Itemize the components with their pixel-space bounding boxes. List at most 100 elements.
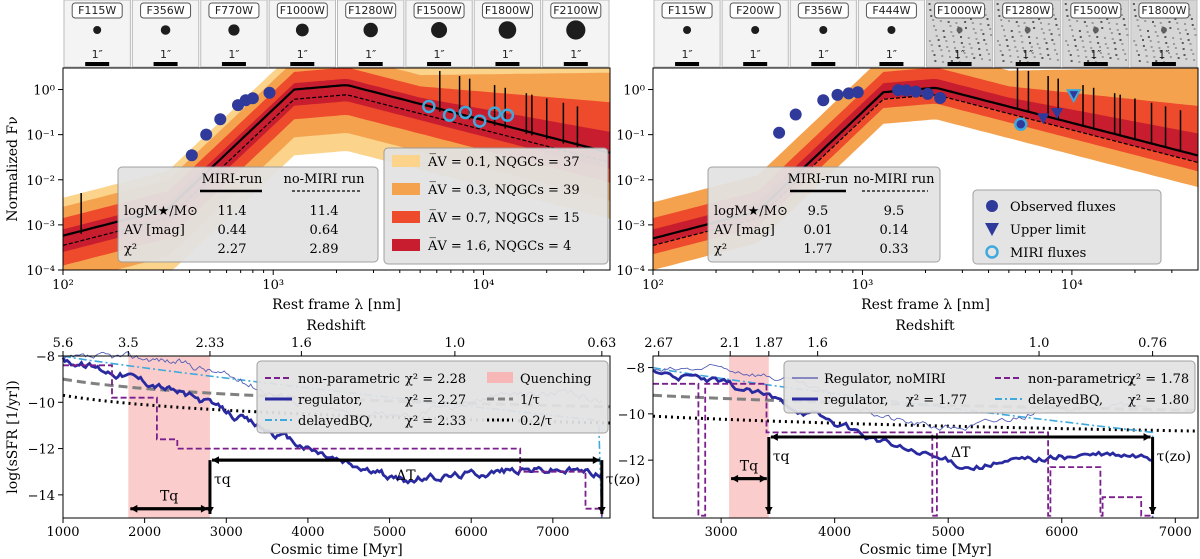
noise-pixel: [1161, 57, 1164, 59]
y-tick-label: 10⁻²: [616, 174, 645, 189]
redshift-tick-label: 0.76: [1138, 336, 1167, 351]
noise-pixel: [1028, 36, 1031, 38]
filter-label: F1500W: [1073, 4, 1118, 17]
noise-pixel: [972, 28, 975, 30]
legend-nonparam-label: non-parametric,: [1028, 372, 1134, 387]
tq-arrow-head: [759, 474, 767, 483]
noise-pixel: [1183, 54, 1186, 56]
x-tick-label: 3000: [210, 525, 243, 540]
legend-regulator-label: regulator,: [824, 393, 888, 408]
tau-q-label: τq: [773, 449, 790, 465]
noise-pixel: [974, 32, 977, 34]
tau-zo-arrow-head: [598, 506, 606, 514]
noise-pixel: [1091, 22, 1094, 24]
source-blob: [1092, 27, 1099, 33]
noise-pixel: [1000, 19, 1003, 21]
noise-pixel: [938, 45, 941, 47]
redshift-tick-label: 2.1: [720, 336, 741, 351]
noise-pixel: [1032, 21, 1035, 23]
filter-label: F115W: [668, 4, 706, 17]
noise-pixel: [930, 15, 933, 17]
noise-pixel: [1184, 29, 1187, 31]
table-col1-header: MIRI-run: [788, 172, 849, 187]
x-axis-label: Rest frame λ [nm]: [272, 297, 401, 313]
noise-pixel: [1115, 54, 1118, 56]
filter-tag: [934, 2, 986, 19]
noise-pixel: [990, 34, 993, 36]
noise-pixel: [934, 29, 937, 31]
noise-pixel: [950, 31, 953, 33]
source-blob: [1160, 27, 1167, 33]
redshift-tick-label: 2.33: [195, 336, 224, 351]
noise-pixel: [1067, 44, 1069, 46]
noise-pixel: [1053, 43, 1056, 45]
noise-pixel: [1055, 24, 1058, 26]
filter-tag: [208, 2, 260, 19]
sed-panel-right: F115W 1″ F200W 1″ F356W 1″ F444W 1″ F1000W 1″ F128…: [616, 0, 1199, 313]
legend-label: A̅V = 0.1, NQGCs = 37: [427, 154, 580, 170]
noise-pixel: [986, 49, 988, 51]
noise-pixel: [1104, 37, 1106, 39]
axes: 3000 4000 5000 6000 7000 Cosmic time [Myr] −12…: [618, 336, 1192, 558]
redshift-tick-label: 5.6: [53, 336, 74, 351]
noise-pixel: [1018, 31, 1021, 33]
noise-pixel: [1066, 15, 1069, 17]
y-tick-label: −14: [28, 489, 55, 504]
flux-points: [773, 84, 1082, 139]
x-tick-label: 10³: [262, 278, 284, 293]
noise-pixel: [958, 32, 961, 34]
noise-pixel: [1001, 25, 1004, 27]
noise-pixel: [1117, 58, 1120, 60]
noise-pixel: [947, 21, 950, 23]
noise-pixel: [1147, 30, 1149, 32]
noise-pixel: [1009, 55, 1012, 57]
noise-pixel: [1153, 56, 1156, 58]
source-blob: [363, 22, 378, 38]
row-label: logM★/M⊙: [714, 204, 788, 219]
filter-label: F200W: [736, 4, 774, 17]
noise-pixel: [979, 54, 982, 56]
noise-pixel: [1100, 21, 1103, 23]
y-tick-label: −8: [626, 362, 645, 377]
filter-tag: [140, 2, 192, 19]
scale-label: 1″: [750, 48, 761, 61]
noise-pixel: [1152, 50, 1155, 52]
noise-pixel: [996, 3, 999, 5]
noise-pixel: [1192, 53, 1195, 55]
noise-pixel: [957, 26, 960, 28]
legend-delayed-label: delayedBQ,: [298, 414, 373, 429]
noise-pixel: [987, 24, 990, 26]
table-col2-header: no-MIRI run: [853, 172, 935, 187]
noise-pixel: [953, 41, 956, 43]
tau-zo-arrow-head: [1148, 506, 1157, 514]
filter-label: F1000W: [937, 4, 982, 17]
legend-quench-label: Quenching: [520, 372, 592, 387]
noise-pixel: [1152, 21, 1154, 23]
noise-pixel: [1155, 60, 1158, 62]
delta-t-label: ΔT: [396, 468, 416, 484]
legend-label: A̅V = 1.6, NQGCs = 4: [427, 238, 571, 254]
x-tick-label: 10²: [52, 278, 74, 293]
noise-pixel: [1133, 9, 1136, 11]
source-blob: [566, 20, 586, 40]
filter-tag: [71, 2, 123, 19]
filter-label: F356W: [146, 4, 184, 17]
observed-flux-point: [246, 92, 259, 105]
noise-pixel: [1106, 47, 1109, 49]
noise-pixel: [1193, 59, 1196, 61]
noise-pixel: [1046, 48, 1049, 50]
noise-pixel: [1041, 57, 1044, 59]
noise-pixel: [1137, 54, 1140, 56]
noise-pixel: [945, 40, 948, 42]
x-axis-label: Cosmic time [Myr]: [859, 542, 991, 558]
filter-tag: [729, 2, 781, 19]
x-tick-label: 7000: [536, 525, 569, 540]
y-tick-label: 10⁻⁴: [616, 264, 645, 279]
noise-pixel: [1099, 52, 1102, 54]
noise-pixel: [1008, 49, 1011, 51]
noise-pixel: [1065, 9, 1068, 11]
redshift-tick-label: 1.6: [291, 336, 312, 351]
noise-pixel: [1001, 54, 1004, 56]
redshift-tick-label: 1.6: [807, 336, 828, 351]
